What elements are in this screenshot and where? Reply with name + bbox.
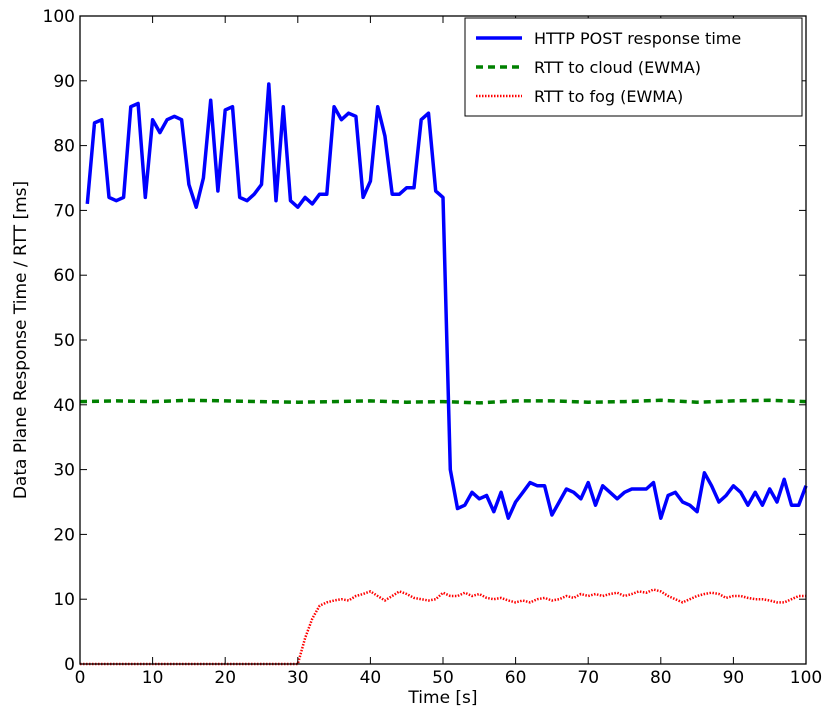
series-line-http-post xyxy=(85,82,808,520)
y-tick-label: 0 xyxy=(64,655,75,675)
axis-ticks: 0 10 20 30 40 50 60 70 80 90 100 0 10 20 30 40 50 60 70 80 9… xyxy=(43,7,823,688)
x-tick-label: 10 xyxy=(142,668,164,688)
y-tick-label: 60 xyxy=(53,266,75,286)
legend: HTTP POST response time RTT to cloud (EW… xyxy=(464,17,803,117)
x-axis-label: Time [s] xyxy=(407,688,477,708)
y-tick-label: 80 xyxy=(53,137,75,157)
legend-label-cloud: RTT to cloud (EWMA) xyxy=(534,58,701,77)
y-tick-label: 100 xyxy=(43,7,75,27)
y-tick-label: 90 xyxy=(53,72,75,92)
x-tick-label: 100 xyxy=(790,668,822,688)
legend-box xyxy=(464,17,803,117)
x-tick-label: 40 xyxy=(360,668,382,688)
legend-label-http: HTTP POST response time xyxy=(534,29,741,48)
y-tick-label: 30 xyxy=(53,461,75,481)
series-line-rtt-fog xyxy=(80,588,806,666)
x-tick-label: 30 xyxy=(287,668,309,688)
y-tick-label: 20 xyxy=(53,525,75,545)
x-tick-label: 50 xyxy=(432,668,454,688)
x-tick-label: 20 xyxy=(214,668,236,688)
y-tick-label: 70 xyxy=(53,201,75,221)
x-tick-label: 80 xyxy=(650,668,672,688)
x-tick-label: 60 xyxy=(505,668,527,688)
y-tick-label: 10 xyxy=(53,590,75,610)
series-layer xyxy=(79,82,808,666)
y-tick-label: 50 xyxy=(53,331,75,351)
y-tick-label: 40 xyxy=(53,396,75,416)
series-line-rtt-cloud xyxy=(79,398,807,405)
x-tick-label: 70 xyxy=(577,668,599,688)
x-tick-label: 0 xyxy=(75,668,86,688)
legend-label-fog: RTT to fog (EWMA) xyxy=(534,87,683,106)
x-tick-label: 90 xyxy=(723,668,745,688)
y-axis-label: Data Plane Response Time / RTT [ms] xyxy=(11,181,31,499)
